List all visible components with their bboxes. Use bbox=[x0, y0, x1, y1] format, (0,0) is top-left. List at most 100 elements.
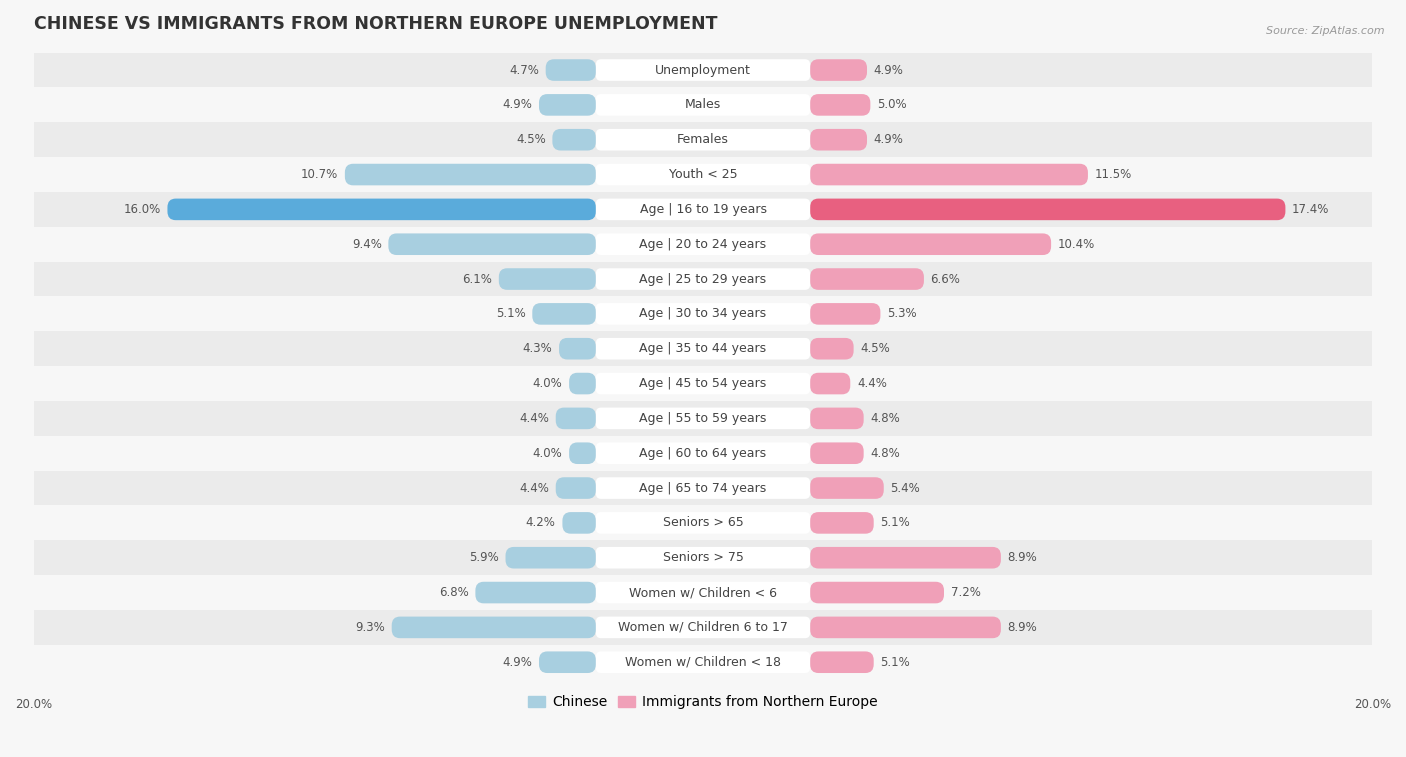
FancyBboxPatch shape bbox=[810, 268, 924, 290]
Text: 8.9%: 8.9% bbox=[1008, 621, 1038, 634]
FancyBboxPatch shape bbox=[596, 652, 810, 673]
FancyBboxPatch shape bbox=[533, 303, 596, 325]
FancyBboxPatch shape bbox=[596, 407, 810, 429]
FancyBboxPatch shape bbox=[596, 233, 810, 255]
Text: 5.1%: 5.1% bbox=[880, 656, 910, 668]
FancyBboxPatch shape bbox=[810, 652, 873, 673]
FancyBboxPatch shape bbox=[555, 407, 596, 429]
Text: 4.9%: 4.9% bbox=[502, 656, 533, 668]
FancyBboxPatch shape bbox=[810, 303, 880, 325]
Text: 6.8%: 6.8% bbox=[439, 586, 468, 599]
FancyBboxPatch shape bbox=[546, 59, 596, 81]
FancyBboxPatch shape bbox=[499, 268, 596, 290]
FancyBboxPatch shape bbox=[596, 164, 810, 185]
FancyBboxPatch shape bbox=[810, 198, 1285, 220]
Text: Females: Females bbox=[678, 133, 728, 146]
Bar bbox=[34, 436, 1372, 471]
FancyBboxPatch shape bbox=[810, 233, 1052, 255]
Text: 16.0%: 16.0% bbox=[124, 203, 160, 216]
Bar bbox=[34, 262, 1372, 297]
Text: 5.1%: 5.1% bbox=[880, 516, 910, 529]
FancyBboxPatch shape bbox=[596, 512, 810, 534]
Bar bbox=[34, 366, 1372, 401]
Bar bbox=[34, 540, 1372, 575]
Text: 10.4%: 10.4% bbox=[1057, 238, 1095, 251]
Text: 5.4%: 5.4% bbox=[890, 481, 920, 494]
FancyBboxPatch shape bbox=[810, 407, 863, 429]
Text: 9.4%: 9.4% bbox=[352, 238, 381, 251]
FancyBboxPatch shape bbox=[810, 582, 943, 603]
Text: Age | 35 to 44 years: Age | 35 to 44 years bbox=[640, 342, 766, 355]
Text: 4.0%: 4.0% bbox=[533, 447, 562, 459]
FancyBboxPatch shape bbox=[810, 94, 870, 116]
Text: CHINESE VS IMMIGRANTS FROM NORTHERN EUROPE UNEMPLOYMENT: CHINESE VS IMMIGRANTS FROM NORTHERN EURO… bbox=[34, 15, 717, 33]
FancyBboxPatch shape bbox=[538, 652, 596, 673]
Bar bbox=[34, 297, 1372, 332]
Text: 4.9%: 4.9% bbox=[873, 133, 904, 146]
FancyBboxPatch shape bbox=[553, 129, 596, 151]
Text: Seniors > 75: Seniors > 75 bbox=[662, 551, 744, 564]
Bar bbox=[34, 610, 1372, 645]
Text: 4.2%: 4.2% bbox=[526, 516, 555, 529]
FancyBboxPatch shape bbox=[538, 94, 596, 116]
FancyBboxPatch shape bbox=[596, 268, 810, 290]
Text: 4.9%: 4.9% bbox=[873, 64, 904, 76]
Text: Source: ZipAtlas.com: Source: ZipAtlas.com bbox=[1267, 26, 1385, 36]
Bar bbox=[34, 157, 1372, 192]
Text: Youth < 25: Youth < 25 bbox=[669, 168, 737, 181]
Bar bbox=[34, 506, 1372, 540]
Text: 4.4%: 4.4% bbox=[519, 412, 548, 425]
FancyBboxPatch shape bbox=[596, 94, 810, 116]
Text: Age | 25 to 29 years: Age | 25 to 29 years bbox=[640, 273, 766, 285]
Text: 5.3%: 5.3% bbox=[887, 307, 917, 320]
Bar bbox=[34, 53, 1372, 88]
Text: Seniors > 65: Seniors > 65 bbox=[662, 516, 744, 529]
Text: 10.7%: 10.7% bbox=[301, 168, 339, 181]
Text: Age | 16 to 19 years: Age | 16 to 19 years bbox=[640, 203, 766, 216]
Text: Women w/ Children < 18: Women w/ Children < 18 bbox=[626, 656, 780, 668]
Text: 4.4%: 4.4% bbox=[858, 377, 887, 390]
FancyBboxPatch shape bbox=[388, 233, 596, 255]
Bar bbox=[34, 88, 1372, 123]
Text: 8.9%: 8.9% bbox=[1008, 551, 1038, 564]
FancyBboxPatch shape bbox=[392, 617, 596, 638]
Text: 6.1%: 6.1% bbox=[463, 273, 492, 285]
FancyBboxPatch shape bbox=[596, 582, 810, 603]
FancyBboxPatch shape bbox=[596, 442, 810, 464]
FancyBboxPatch shape bbox=[344, 164, 596, 185]
Bar bbox=[34, 227, 1372, 262]
FancyBboxPatch shape bbox=[810, 338, 853, 360]
Text: Age | 55 to 59 years: Age | 55 to 59 years bbox=[640, 412, 766, 425]
Text: Women w/ Children 6 to 17: Women w/ Children 6 to 17 bbox=[619, 621, 787, 634]
Text: 4.3%: 4.3% bbox=[523, 342, 553, 355]
Text: 4.8%: 4.8% bbox=[870, 447, 900, 459]
FancyBboxPatch shape bbox=[596, 303, 810, 325]
FancyBboxPatch shape bbox=[596, 477, 810, 499]
FancyBboxPatch shape bbox=[569, 372, 596, 394]
FancyBboxPatch shape bbox=[569, 442, 596, 464]
Text: 4.9%: 4.9% bbox=[502, 98, 533, 111]
Text: Unemployment: Unemployment bbox=[655, 64, 751, 76]
FancyBboxPatch shape bbox=[810, 442, 863, 464]
Text: 11.5%: 11.5% bbox=[1095, 168, 1132, 181]
Text: Age | 60 to 64 years: Age | 60 to 64 years bbox=[640, 447, 766, 459]
Text: Women w/ Children < 6: Women w/ Children < 6 bbox=[628, 586, 778, 599]
FancyBboxPatch shape bbox=[596, 59, 810, 81]
FancyBboxPatch shape bbox=[596, 372, 810, 394]
Bar bbox=[34, 123, 1372, 157]
FancyBboxPatch shape bbox=[810, 164, 1088, 185]
Text: Age | 30 to 34 years: Age | 30 to 34 years bbox=[640, 307, 766, 320]
FancyBboxPatch shape bbox=[506, 547, 596, 569]
FancyBboxPatch shape bbox=[475, 582, 596, 603]
FancyBboxPatch shape bbox=[596, 547, 810, 569]
FancyBboxPatch shape bbox=[555, 477, 596, 499]
Text: 5.1%: 5.1% bbox=[496, 307, 526, 320]
Text: 4.5%: 4.5% bbox=[860, 342, 890, 355]
Text: 17.4%: 17.4% bbox=[1292, 203, 1330, 216]
Text: 4.4%: 4.4% bbox=[519, 481, 548, 494]
Bar bbox=[34, 192, 1372, 227]
FancyBboxPatch shape bbox=[596, 617, 810, 638]
Text: 5.9%: 5.9% bbox=[470, 551, 499, 564]
Text: Males: Males bbox=[685, 98, 721, 111]
FancyBboxPatch shape bbox=[596, 129, 810, 151]
